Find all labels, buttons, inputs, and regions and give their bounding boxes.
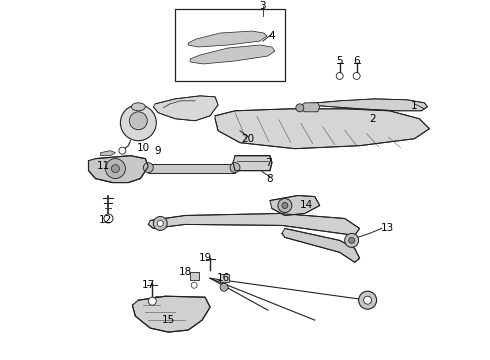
Circle shape — [349, 237, 355, 243]
Circle shape — [191, 282, 197, 288]
Polygon shape — [215, 109, 429, 149]
Circle shape — [353, 72, 360, 80]
Circle shape — [364, 296, 371, 304]
Polygon shape — [89, 156, 148, 183]
Text: 10: 10 — [137, 143, 150, 153]
Circle shape — [104, 214, 113, 223]
Text: 3: 3 — [260, 1, 266, 11]
Text: 11: 11 — [97, 161, 110, 171]
Text: 20: 20 — [242, 134, 254, 144]
Ellipse shape — [131, 103, 146, 111]
Polygon shape — [148, 164, 235, 172]
Text: 17: 17 — [142, 280, 155, 290]
Text: 8: 8 — [267, 174, 273, 184]
Bar — [190, 272, 199, 280]
Circle shape — [121, 105, 156, 141]
Polygon shape — [153, 96, 218, 121]
Circle shape — [282, 203, 288, 208]
Text: 2: 2 — [369, 114, 376, 124]
Text: 18: 18 — [178, 267, 192, 277]
Polygon shape — [132, 296, 210, 332]
Circle shape — [296, 104, 304, 112]
Circle shape — [359, 291, 377, 309]
Text: 12: 12 — [99, 215, 112, 225]
Circle shape — [144, 163, 153, 172]
Circle shape — [230, 163, 240, 172]
Bar — [175, 9, 285, 81]
Circle shape — [157, 220, 163, 226]
Text: 19: 19 — [198, 253, 212, 263]
Polygon shape — [270, 195, 320, 216]
Bar — [220, 274, 229, 282]
Circle shape — [119, 147, 126, 154]
Text: 7: 7 — [265, 158, 271, 168]
Polygon shape — [282, 229, 360, 262]
Text: 4: 4 — [269, 31, 275, 41]
Text: 16: 16 — [217, 273, 230, 283]
Circle shape — [148, 297, 156, 305]
Polygon shape — [233, 156, 272, 171]
Text: 14: 14 — [300, 201, 314, 211]
Circle shape — [220, 283, 228, 291]
Circle shape — [344, 233, 359, 247]
Text: 9: 9 — [154, 146, 161, 156]
Text: 13: 13 — [381, 224, 394, 233]
Polygon shape — [305, 99, 427, 111]
Text: 5: 5 — [336, 56, 343, 66]
Circle shape — [153, 216, 167, 230]
Circle shape — [129, 112, 147, 130]
Circle shape — [336, 72, 343, 80]
Circle shape — [111, 165, 120, 172]
Polygon shape — [148, 213, 360, 235]
Circle shape — [278, 198, 292, 212]
Circle shape — [105, 159, 125, 179]
Polygon shape — [100, 151, 116, 156]
Polygon shape — [298, 103, 320, 112]
Text: 6: 6 — [353, 56, 360, 66]
Polygon shape — [190, 45, 275, 64]
Polygon shape — [188, 31, 267, 47]
Text: 15: 15 — [162, 315, 175, 325]
Text: 1: 1 — [411, 101, 418, 111]
